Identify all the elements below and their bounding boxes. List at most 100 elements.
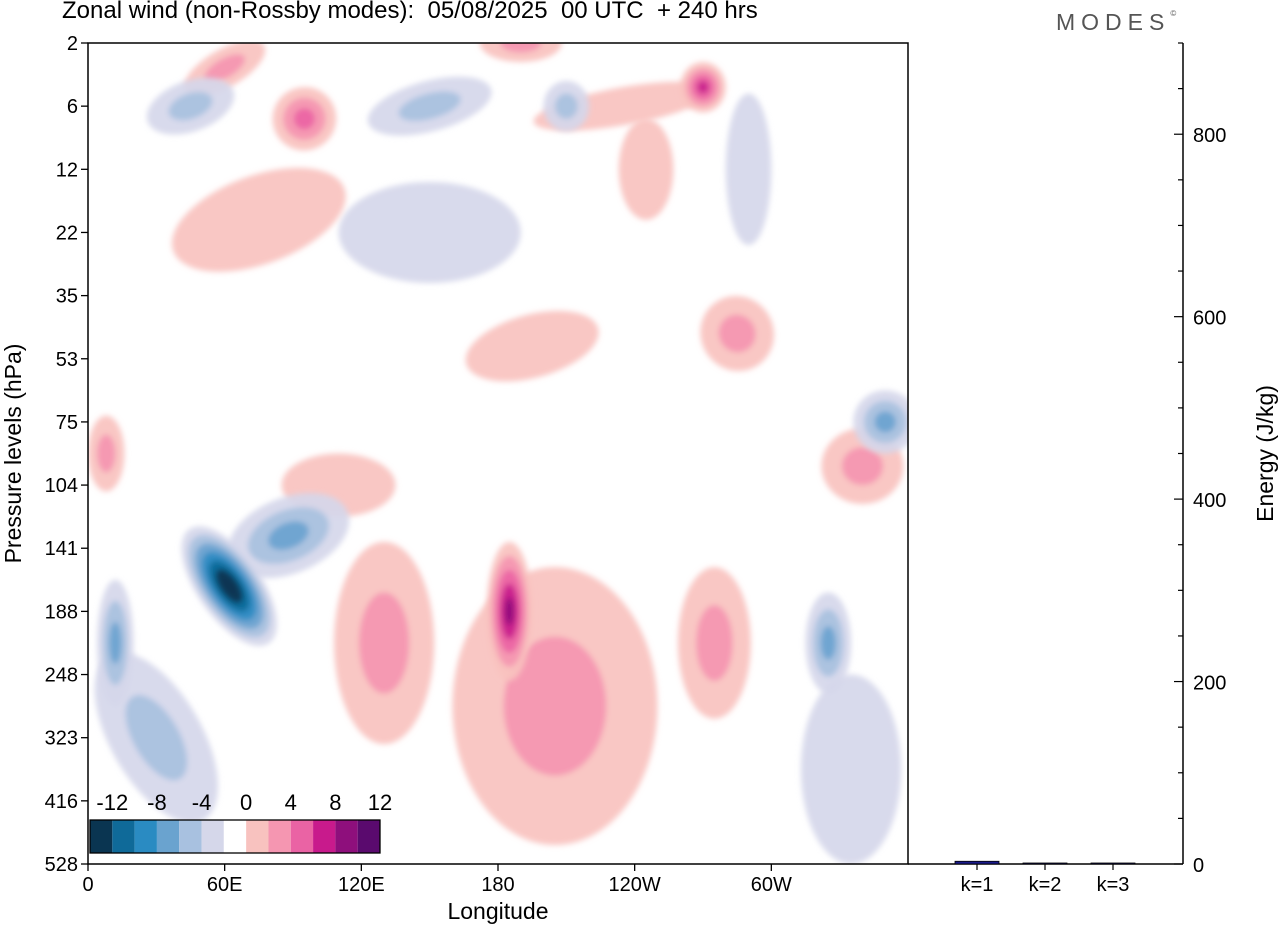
heatmap-feature xyxy=(452,567,658,846)
x-tick-label: 120E xyxy=(338,874,385,896)
heatmap-feature xyxy=(171,167,346,272)
brand-logo: MODES© xyxy=(1056,9,1176,36)
heatmap-band xyxy=(500,43,542,53)
brand-text: MODES xyxy=(1056,9,1171,35)
y-tick-label: 323 xyxy=(45,728,78,750)
y-tick-label: 248 xyxy=(45,665,78,687)
heatmap-band xyxy=(125,695,188,781)
bar-category-label: k=2 xyxy=(1029,874,1062,896)
heatmap-band xyxy=(503,636,607,776)
colorbar-label: 12 xyxy=(368,790,392,815)
colorbar-swatch xyxy=(246,820,269,853)
x-tick-label: 180 xyxy=(481,874,514,896)
bar-category-label: k=1 xyxy=(961,874,994,896)
bar-y-tick-label: 600 xyxy=(1193,308,1226,330)
y-tick-label: 104 xyxy=(45,475,78,497)
heatmap-band xyxy=(554,93,578,119)
heatmap-band xyxy=(697,80,709,94)
energy-bar-chart: 0 200 400 600 800 Energy (J/kg) k=1 k=2 k=3 xyxy=(908,42,1278,896)
y-tick-label: 22 xyxy=(56,222,78,244)
heatmap-feature xyxy=(677,567,751,719)
x-tick-label: 60E xyxy=(207,874,243,896)
heatmap-feature xyxy=(227,493,350,579)
colorbar-swatch xyxy=(268,820,291,853)
bar-y-tick-label: 800 xyxy=(1193,125,1226,147)
heatmap-band xyxy=(398,91,461,121)
chart-title: Zonal wind (non-Rossby modes): 05/08/202… xyxy=(62,0,758,24)
heatmap-feature xyxy=(338,181,521,283)
heatmap-feature xyxy=(479,43,562,62)
heatmap-feature xyxy=(543,80,590,132)
x-tick-label: 120W xyxy=(609,874,661,896)
y-tick-label: 416 xyxy=(45,791,78,813)
heatmap-band xyxy=(171,167,346,272)
heatmap-feature xyxy=(853,390,908,454)
y-tick-label: 528 xyxy=(45,854,78,876)
y-tick-label: 75 xyxy=(56,412,78,434)
colorbar-label: 0 xyxy=(240,790,252,815)
y-tick-label: 6 xyxy=(67,96,78,118)
colorbar-swatch xyxy=(179,820,202,853)
colorbar-swatch xyxy=(156,820,180,853)
heatmap-feature xyxy=(97,579,134,707)
colorbar-label: -12 xyxy=(96,790,128,815)
heatmap-feature xyxy=(680,61,726,113)
heatmap-feature xyxy=(700,295,774,372)
bar-y-axis-label: Energy (J/kg) xyxy=(1252,385,1278,522)
heatmap-feature xyxy=(367,76,492,136)
colorbar-swatch xyxy=(134,820,157,853)
heatmap-band xyxy=(97,434,116,473)
bar-y-tick-label: 200 xyxy=(1193,673,1226,695)
heatmap-feature xyxy=(181,526,277,646)
colorbar: -12 -8 -4 0 4 8 12 xyxy=(89,790,392,854)
heatmap-band xyxy=(109,621,122,665)
heatmap-feature xyxy=(800,674,902,864)
x-tick-label: 0 xyxy=(82,874,93,896)
bar-category-label: k=3 xyxy=(1097,874,1130,896)
heatmap-feature xyxy=(465,310,599,382)
colorbar-swatch xyxy=(290,820,314,853)
colorbar-swatch xyxy=(90,820,113,853)
heatmap-band xyxy=(874,411,896,433)
heatmap-band xyxy=(204,54,245,83)
colorbar-swatch xyxy=(201,820,224,853)
energy-bar xyxy=(1022,862,1068,865)
y-tick-label: 2 xyxy=(67,33,78,55)
colorbar-label: -4 xyxy=(192,790,212,815)
heatmap-band xyxy=(696,605,733,681)
colorbar-label: 8 xyxy=(329,790,341,815)
colorbar-swatch xyxy=(223,820,247,853)
y-tick-label: 53 xyxy=(56,349,78,371)
heatmap-band xyxy=(359,592,410,694)
heatmap-band xyxy=(293,108,315,130)
colorbar-label: -8 xyxy=(147,790,167,815)
y-tick-label: 12 xyxy=(56,159,78,181)
brand-mark: © xyxy=(1170,9,1177,18)
heatmap-band xyxy=(504,597,514,626)
heatmap-feature xyxy=(88,415,125,492)
colorbar-swatch xyxy=(357,820,380,853)
bar-y-tick-label: 0 xyxy=(1193,855,1204,877)
heatmap-feature xyxy=(146,77,235,135)
heatmap-band xyxy=(465,310,599,382)
heatmap-area xyxy=(88,43,908,864)
heatmap-feature xyxy=(272,87,337,151)
energy-bar xyxy=(1090,862,1136,865)
heatmap-band xyxy=(841,447,883,486)
x-tick-label: 60W xyxy=(751,874,792,896)
heatmap-band xyxy=(725,93,772,246)
heatmap-band xyxy=(222,577,237,595)
y-tick-label: 141 xyxy=(45,538,78,560)
heatmap-feature xyxy=(805,592,852,694)
heatmap-band xyxy=(718,314,756,353)
colorbar-swatch xyxy=(335,820,358,853)
heatmap-band xyxy=(618,118,674,220)
heatmap-feature xyxy=(334,541,435,745)
x-axis-label: Longitude xyxy=(447,898,548,924)
colorbar-swatch xyxy=(313,820,336,853)
heatmap-band xyxy=(820,626,836,660)
y-axis-label: Pressure levels (hPa) xyxy=(0,344,26,564)
